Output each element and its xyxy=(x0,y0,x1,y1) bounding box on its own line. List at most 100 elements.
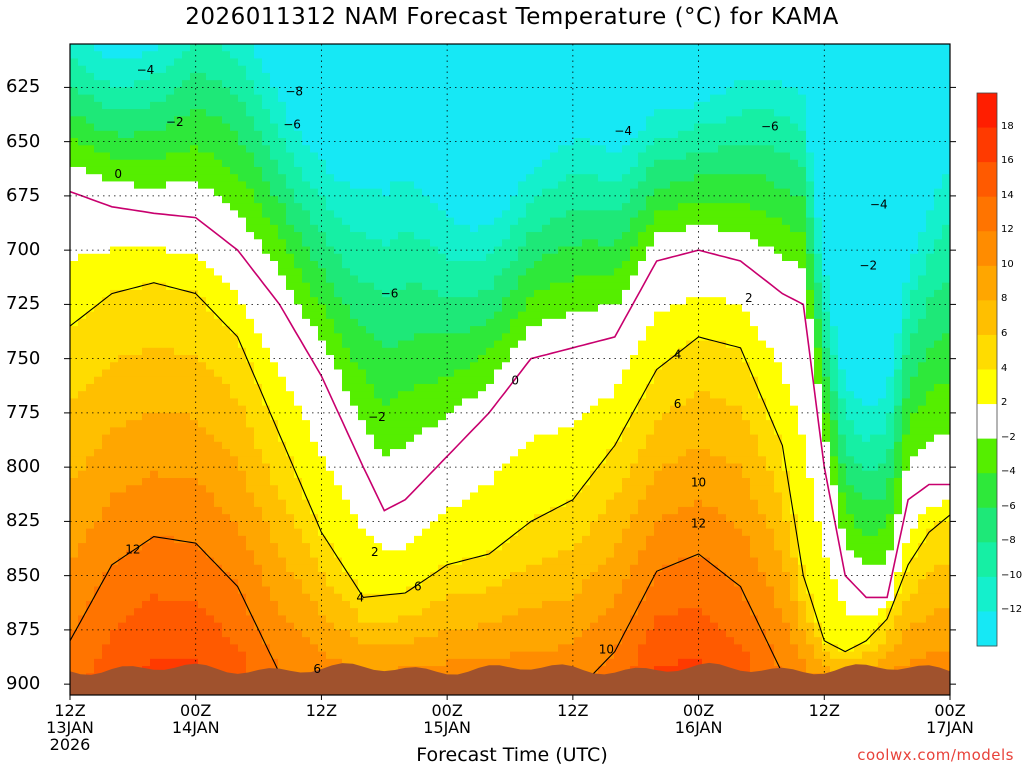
field-cell xyxy=(142,109,151,117)
field-cell xyxy=(222,593,231,602)
field-cell xyxy=(302,369,311,378)
field-cell xyxy=(358,275,367,284)
field-cell xyxy=(230,116,239,125)
field-cell xyxy=(230,564,239,573)
field-cell xyxy=(430,362,439,371)
field-cell xyxy=(150,340,159,349)
field-cell xyxy=(278,224,287,233)
field-cell xyxy=(278,391,287,400)
field-cell xyxy=(374,506,383,515)
field-cell xyxy=(254,369,263,378)
field-cell xyxy=(214,275,223,284)
field-cell xyxy=(246,195,255,204)
field-cell xyxy=(150,412,159,421)
field-cell xyxy=(254,644,263,653)
field-cell xyxy=(478,586,487,595)
field-cell xyxy=(86,232,95,240)
field-cell xyxy=(158,195,167,204)
field-cell xyxy=(358,608,367,617)
field-cell xyxy=(294,485,303,494)
field-cell xyxy=(174,600,183,609)
field-cell xyxy=(302,145,311,154)
field-cell xyxy=(198,369,207,378)
field-cell xyxy=(430,224,439,233)
field-cell xyxy=(334,637,343,645)
field-cell xyxy=(350,586,359,595)
field-cell xyxy=(390,470,399,479)
field-cell xyxy=(374,145,383,154)
field-cell xyxy=(246,651,255,660)
field-cell xyxy=(158,297,167,305)
field-cell xyxy=(502,355,511,363)
field-cell xyxy=(278,246,287,255)
field-cell xyxy=(70,615,79,624)
field-cell xyxy=(78,586,87,595)
field-cell xyxy=(350,593,359,602)
field-cell xyxy=(94,391,103,400)
field-cell xyxy=(142,615,151,624)
field-cell xyxy=(174,58,183,67)
field-cell xyxy=(206,318,215,327)
field-cell xyxy=(118,116,127,125)
field-cell xyxy=(302,130,311,139)
field-cell xyxy=(126,535,135,544)
field-cell xyxy=(342,217,351,226)
field-cell xyxy=(94,87,103,96)
field-cell xyxy=(214,188,223,197)
field-cell xyxy=(430,58,439,67)
field-cell xyxy=(150,195,159,204)
field-cell xyxy=(286,637,295,645)
field-cell xyxy=(174,289,183,298)
field-cell xyxy=(382,203,391,211)
field-cell xyxy=(326,528,335,537)
field-cell xyxy=(142,391,151,400)
field-cell xyxy=(174,412,183,421)
field-cell xyxy=(150,181,159,190)
field-cell xyxy=(126,362,135,371)
field-cell xyxy=(190,188,199,197)
field-cell xyxy=(78,282,87,291)
field-cell xyxy=(326,232,335,240)
field-cell xyxy=(214,87,223,96)
field-cell xyxy=(486,145,495,154)
field-cell xyxy=(510,130,519,139)
field-cell xyxy=(446,644,455,653)
field-cell xyxy=(486,130,495,139)
field-cell xyxy=(342,311,351,320)
field-cell xyxy=(142,123,151,132)
field-cell xyxy=(110,109,119,117)
field-cell xyxy=(486,362,495,371)
field-cell xyxy=(222,449,231,457)
field-cell xyxy=(374,521,383,530)
field-cell xyxy=(390,383,399,392)
field-cell xyxy=(486,94,495,103)
field-cell xyxy=(206,152,215,161)
field-cell xyxy=(510,261,519,269)
field-cell xyxy=(294,376,303,385)
field-cell xyxy=(262,615,271,624)
field-cell xyxy=(158,340,167,349)
field-cell xyxy=(462,159,471,168)
field-cell xyxy=(94,217,103,226)
field-cell xyxy=(222,622,231,631)
field-cell xyxy=(422,174,431,183)
field-cell xyxy=(422,405,431,414)
field-cell xyxy=(190,478,199,486)
field-cell xyxy=(270,174,279,183)
field-cell xyxy=(382,326,391,334)
field-cell xyxy=(150,130,159,139)
field-cell xyxy=(398,391,407,400)
field-cell xyxy=(102,261,111,269)
field-cell xyxy=(398,282,407,291)
field-cell xyxy=(198,362,207,371)
field-cell xyxy=(86,376,95,385)
field-cell xyxy=(318,427,327,436)
field-cell xyxy=(350,608,359,617)
field-cell xyxy=(254,383,263,392)
field-cell xyxy=(238,615,247,624)
field-cell xyxy=(150,427,159,436)
field-cell xyxy=(366,651,375,660)
field-cell xyxy=(78,434,87,443)
field-cell xyxy=(374,289,383,298)
field-cell xyxy=(342,550,351,559)
